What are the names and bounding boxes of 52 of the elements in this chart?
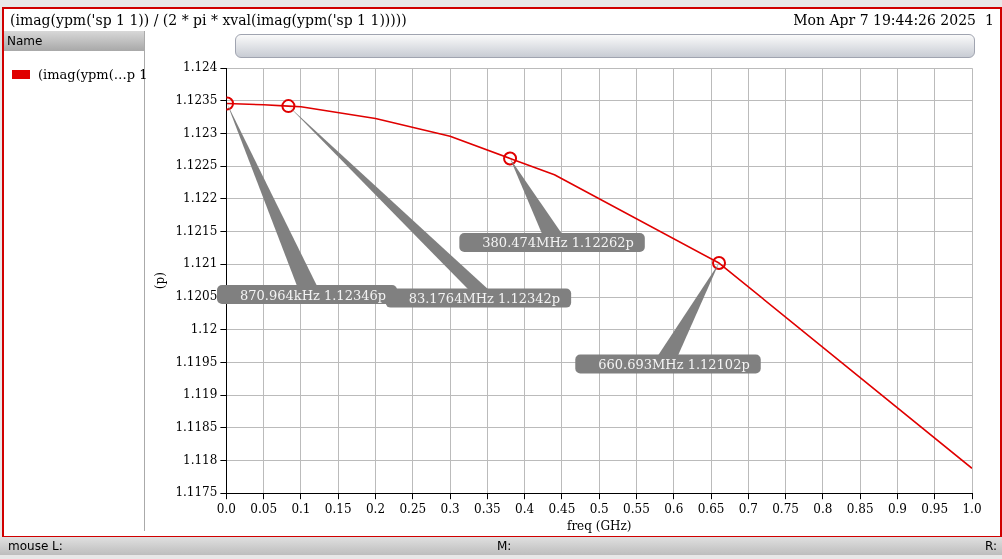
annotation: 870.964kHz 1.12346p — [240, 287, 387, 303]
y-tick-label: 1.121 — [183, 256, 218, 271]
x-tick-label: 0.4 — [515, 501, 535, 516]
x-tick-label: 0.15 — [324, 501, 352, 516]
x-tick-label: 0.85 — [846, 501, 874, 516]
x-tick-label: 0.0 — [216, 501, 236, 516]
y-tick-label: 1.124 — [183, 60, 218, 75]
y-tick-label: 1.118 — [183, 452, 218, 467]
x-tick-label: 0.05 — [250, 501, 278, 516]
x-tick-label: 0.3 — [440, 501, 460, 516]
x-tick-label: 0.65 — [697, 501, 725, 516]
x-tick-label: 0.6 — [664, 501, 684, 516]
y-tick-label: 1.123 — [183, 125, 218, 140]
x-tick-label: 0.25 — [399, 501, 427, 516]
x-tick-label: 0.8 — [813, 501, 833, 516]
y-tick-label: 1.122 — [183, 191, 218, 206]
chart-title: (imag(ypm('sp 1 1)) / (2 * pi * xval(imag(ypm('sp 1 1))))) — [10, 12, 407, 28]
y-tick-label: 1.1195 — [175, 354, 218, 369]
text: Name — [4, 31, 144, 51]
y-axis-title: (p) — [153, 272, 168, 290]
x-tick-label: 0.9 — [887, 501, 907, 516]
y-tick-label: 1.1225 — [175, 158, 218, 173]
text: 1 — [985, 12, 994, 28]
text: Mon Apr 7 19:44:26 2025 — [793, 12, 976, 28]
x-tick-label: 0.7 — [738, 501, 758, 516]
x-tick-label: 0.95 — [921, 501, 949, 516]
text: mouse L: — [8, 538, 63, 555]
text: M: — [497, 538, 512, 555]
x-tick-label: 0.45 — [548, 501, 576, 516]
x-tick-label: 0.2 — [365, 501, 386, 516]
y-tick-label: 1.1205 — [175, 289, 218, 304]
x-tick-label: 0.35 — [473, 501, 501, 516]
annotation: 83.1764MHz 1.12342p — [408, 291, 561, 307]
annotation: 380.474MHz 1.12262p — [482, 235, 634, 251]
x-axis-title: freq (GHz) — [566, 518, 632, 533]
legend-label: (imag(ypm(…p 1 — [38, 67, 148, 82]
y-tick-label: 1.1175 — [175, 485, 218, 500]
x-tick-label: 0.1 — [291, 501, 311, 516]
x-tick-label: 0.5 — [589, 501, 609, 516]
y-tick-label: 1.119 — [183, 387, 218, 402]
x-tick-label: 1.0 — [962, 501, 982, 516]
x-tick-label: 0.55 — [623, 501, 650, 516]
y-tick-label: 1.1215 — [175, 223, 218, 238]
annotation: 660.693MHz 1.12102p — [598, 357, 750, 373]
y-tick-label: 1.12 — [190, 321, 218, 336]
y-tick-label: 1.1235 — [175, 93, 218, 108]
text: R: — [985, 538, 998, 555]
point — [712, 256, 727, 271]
point — [503, 151, 518, 166]
point — [281, 99, 296, 114]
y-tick-label: 1.1185 — [175, 419, 218, 434]
x-tick-label: 0.75 — [772, 501, 799, 516]
